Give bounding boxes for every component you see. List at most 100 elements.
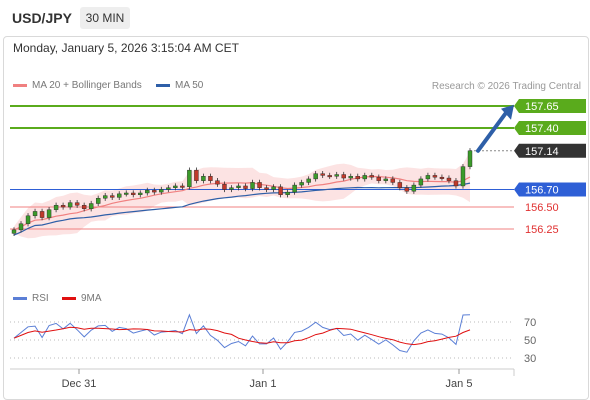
candle-body: [285, 191, 290, 195]
candle-body: [67, 202, 73, 208]
candle-body: [362, 175, 367, 180]
ma50-swatch: [156, 83, 170, 87]
candle-body: [39, 211, 45, 218]
candle-body: [201, 176, 206, 181]
candle-body: [355, 176, 360, 180]
candle-body: [152, 190, 157, 193]
candle-body: [411, 184, 417, 192]
candle-body: [74, 202, 80, 206]
legend-rsi-label: RSI: [32, 293, 49, 304]
candle-body: [383, 178, 389, 181]
candle-body: [313, 173, 318, 180]
ma20-line: [13, 175, 471, 231]
candle-body: [173, 185, 178, 188]
candle-body: [60, 205, 66, 208]
candle-body: [222, 183, 227, 190]
candle-body: [278, 186, 283, 195]
candle-body: [180, 185, 185, 188]
legend-ma-bb: MA 20 + Bollinger Bands: [13, 80, 142, 91]
candle-body: [110, 195, 115, 198]
candle-body: [18, 223, 24, 231]
x-axis-label: Jan 1: [250, 378, 277, 390]
level-tag-current: [514, 143, 586, 158]
rsi-swatch: [13, 296, 27, 300]
candle-body: [131, 192, 136, 195]
credit-label: Research © 2026 Trading Central: [431, 81, 581, 92]
candle-body: [453, 180, 459, 187]
legend-9ma: 9MA: [62, 293, 102, 304]
candle-body: [369, 175, 374, 178]
candle-body: [229, 187, 234, 190]
timeframe-button[interactable]: 30 MIN: [80, 7, 130, 29]
level-label-4: 156.50: [525, 202, 559, 214]
candle-body: [250, 182, 255, 189]
forecast-arrowhead-icon: [501, 104, 514, 120]
candle-body: [446, 177, 452, 181]
candle-body: [88, 203, 94, 209]
candle-body: [117, 193, 122, 198]
candle-body: [432, 175, 438, 178]
candle-body: [138, 192, 143, 195]
candle-body: [53, 205, 59, 210]
candle-body: [264, 187, 269, 190]
candle-body: [194, 169, 199, 181]
candle-body: [404, 187, 410, 192]
candle-body: [467, 150, 473, 167]
candle-body: [208, 176, 213, 181]
candle-body: [236, 185, 241, 188]
rsi-level-label: 70: [524, 317, 536, 329]
level-label-0: 157.65: [525, 101, 559, 113]
candle-body: [348, 176, 353, 179]
candle-body: [46, 209, 52, 218]
candle-body: [81, 205, 87, 209]
candle-body: [102, 195, 108, 199]
symbol-label[interactable]: USD/JPY: [12, 10, 72, 26]
legend-rsi: RSI: [13, 293, 49, 304]
ma9-swatch: [62, 296, 76, 300]
candle-body: [425, 175, 431, 180]
ma-bb-swatch: [13, 83, 27, 87]
candle-body: [341, 174, 346, 179]
candle-body: [418, 178, 424, 186]
level-label-1: 157.40: [525, 123, 559, 135]
candle-body: [187, 169, 192, 188]
ma50-line: [13, 182, 471, 236]
candle-body: [215, 180, 220, 185]
candle-body: [439, 176, 445, 179]
forecast-arrow-shaft: [476, 110, 508, 153]
level-label-3: 156.70: [525, 184, 559, 196]
rsi-line: [13, 313, 471, 353]
candle-body: [25, 215, 31, 224]
candle-body: [166, 187, 171, 190]
header-bar: USD/JPY 30 MIN: [0, 0, 590, 36]
candle-body: [460, 166, 466, 187]
candle-body: [390, 178, 396, 183]
candle-body: [327, 175, 332, 178]
candle-body: [95, 198, 101, 204]
candle-body: [145, 190, 150, 194]
datetime-label: Monday, January 5, 2026 3:15:04 AM CET: [13, 41, 239, 55]
level-tag-resistance: [514, 120, 586, 135]
legend-ma-bb-label: MA 20 + Bollinger Bands: [32, 80, 142, 91]
level-label-5: 156.25: [525, 224, 559, 236]
candle-body: [243, 185, 248, 189]
candle-body: [292, 184, 297, 193]
candle-body: [32, 211, 38, 217]
candle-body: [257, 182, 262, 188]
level-tag-resistance: [514, 99, 586, 113]
candle-body: [320, 173, 325, 176]
candle-body: [299, 182, 304, 186]
x-axis-label: Jan 5: [446, 378, 473, 390]
rsi-9ma-line: [13, 326, 471, 346]
legend-ma50-label: MA 50: [175, 80, 204, 91]
level-tag-pivot: [514, 182, 586, 197]
rsi-level-label: 30: [524, 353, 536, 365]
legend-ma50: MA 50: [156, 80, 203, 91]
x-axis-label: Dec 31: [62, 378, 97, 390]
candle-body: [159, 189, 164, 193]
bollinger-band: [14, 151, 470, 239]
candle-body: [376, 176, 381, 181]
candle-body: [306, 178, 311, 183]
level-label-2: 157.14: [525, 146, 559, 158]
